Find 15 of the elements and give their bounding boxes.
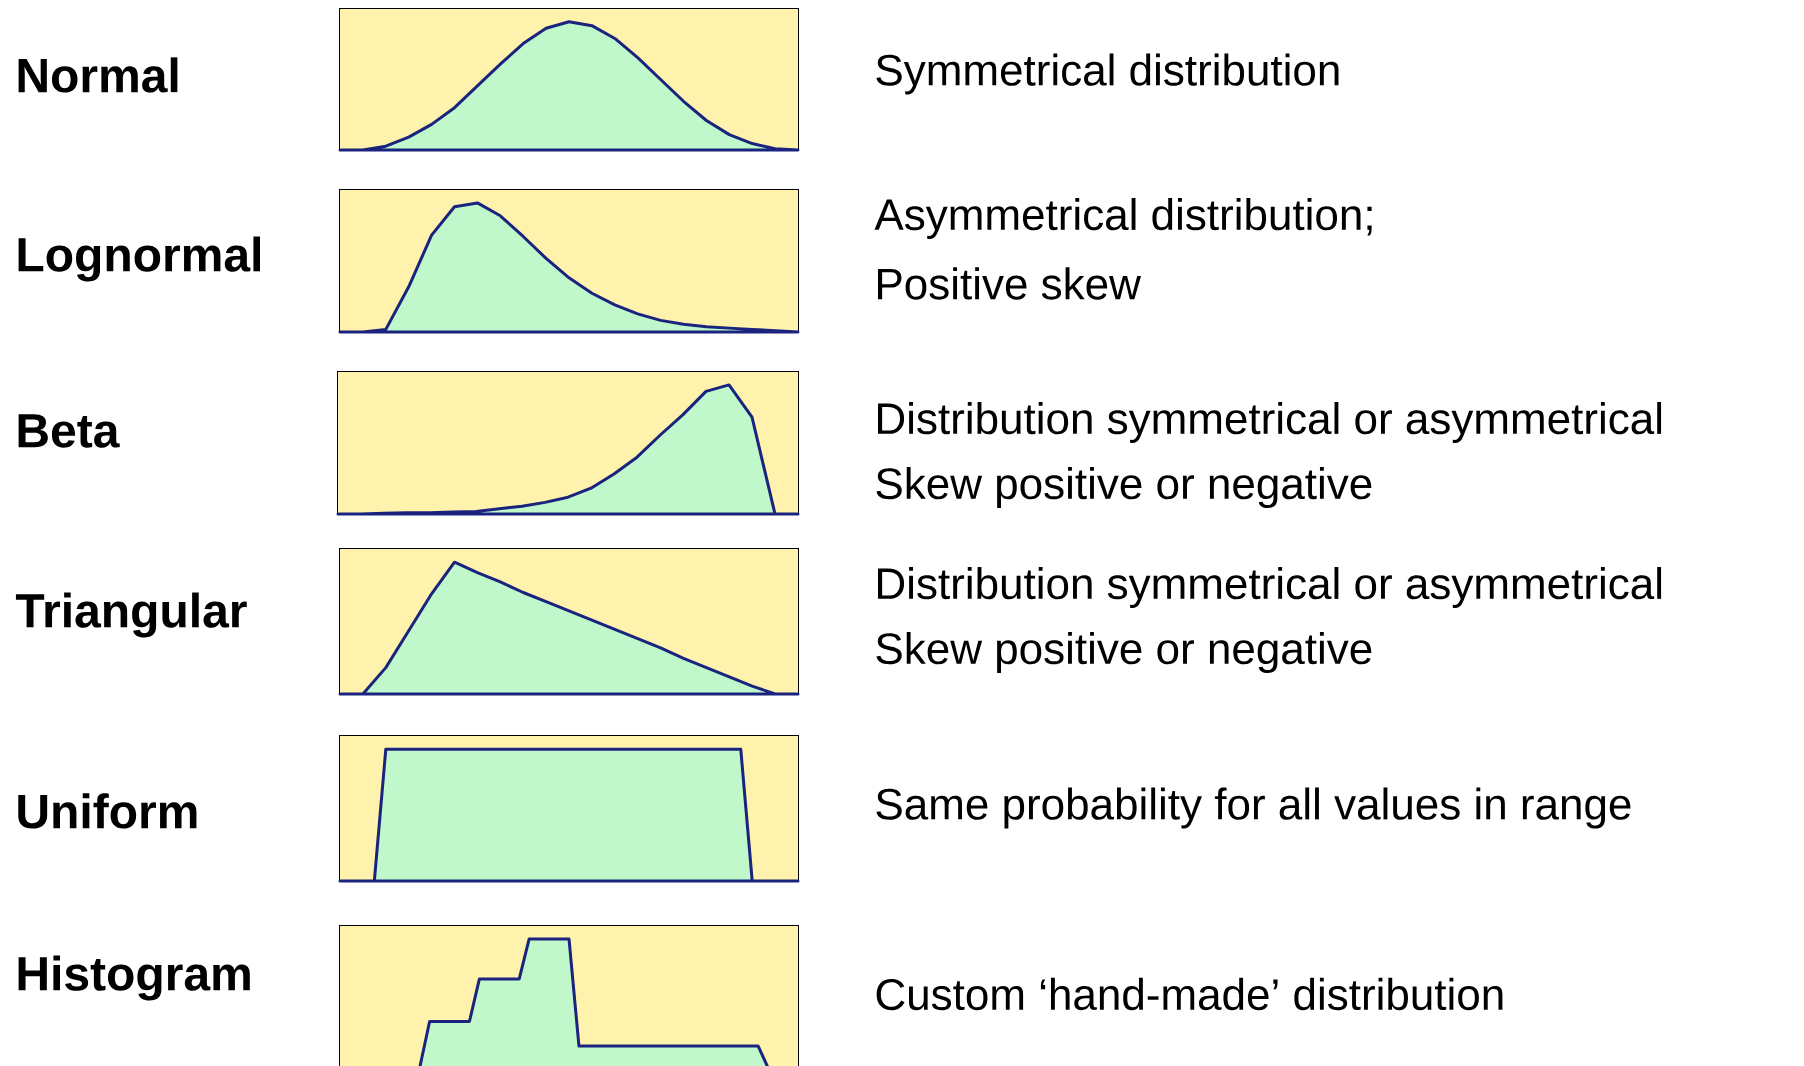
text: Asymmetrical distribution; — [874, 197, 1372, 239]
text: Skew positive or negative — [876, 631, 1372, 673]
text: Normal — [18, 57, 178, 93]
text: Custom ‘hand-made’ distribution — [876, 977, 1503, 1011]
text: Triangular — [15, 592, 247, 638]
text: Symmetrical distribution — [876, 53, 1339, 95]
chart-title: Beta — [18, 414, 120, 448]
text: Uniform — [18, 793, 197, 829]
text: Positive skew — [878, 267, 1142, 300]
text: Same probability for all values in range — [876, 787, 1631, 829]
text: Lognormal — [18, 236, 261, 282]
text: Skew positive or negative — [876, 466, 1372, 508]
text: Distribution symmetrical or asymmetrical — [878, 401, 1662, 443]
text: Distribution symmetrical or asymmetrical — [878, 566, 1662, 608]
chart-title: Histogram — [18, 955, 250, 1001]
